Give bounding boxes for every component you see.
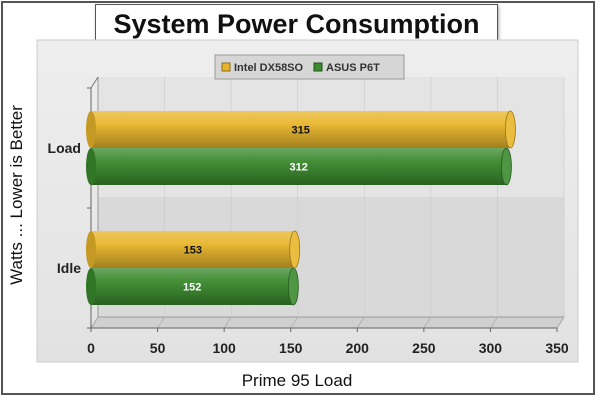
- bar: [91, 268, 294, 305]
- bar-end-cap: [287, 267, 299, 306]
- bar: [91, 231, 295, 268]
- bar-value-label: 315: [292, 125, 310, 137]
- x-tick-label: 0: [87, 340, 95, 356]
- bars: 312 315 152 153: [86, 110, 516, 306]
- axes: 0 50 100 150 200 250 300 350 Load Idle: [48, 76, 569, 356]
- gridline: [223, 316, 232, 329]
- y-category-label: Idle: [57, 260, 81, 276]
- gridline: [157, 316, 165, 329]
- bar-end-cap: [501, 147, 512, 186]
- bar: [91, 111, 511, 148]
- gridline: [90, 316, 99, 329]
- legend-swatch: [221, 62, 231, 72]
- gridline: [290, 316, 299, 329]
- x-tick-label: 150: [279, 340, 303, 356]
- legend-swatch: [313, 62, 323, 72]
- x-tick-label: 350: [545, 340, 569, 356]
- chart-title-box: System Power Consumption: [95, 4, 498, 44]
- x-tick-label: 50: [150, 340, 166, 356]
- bar-base-cap: [86, 148, 96, 185]
- legend-label: Intel DX58SO: [234, 62, 304, 74]
- x-tick-label: 250: [412, 340, 436, 356]
- gridline: [356, 316, 365, 329]
- bar-value-label: 312: [290, 162, 308, 174]
- bar-value-label: 153: [184, 245, 202, 257]
- legend-box: [214, 54, 405, 80]
- bar-base-cap: [86, 268, 96, 305]
- y-category-label: Load: [48, 140, 81, 156]
- bar-end-cap: [289, 230, 301, 269]
- bar-value-label: 152: [183, 282, 201, 294]
- bar-base-cap: [86, 111, 96, 148]
- y-axis-top-edge: [90, 76, 99, 89]
- chart-title: System Power Consumption: [113, 8, 480, 39]
- bar-base-cap: [86, 231, 96, 268]
- x-tick-label: 300: [479, 340, 503, 356]
- gridline: [490, 316, 498, 329]
- gridline: [423, 316, 432, 329]
- x-tick-label: 200: [346, 340, 370, 356]
- plot-floor: [90, 316, 565, 329]
- gridline: [556, 316, 565, 329]
- x-axis-label: Prime 95 Load: [241, 371, 353, 390]
- legend-label: ASUS P6T: [326, 62, 380, 74]
- bar: [91, 148, 507, 185]
- legend: Intel DX58SO ASUS P6T: [214, 54, 405, 80]
- x-tick-label: 100: [212, 340, 236, 356]
- bar-end-cap: [504, 110, 516, 149]
